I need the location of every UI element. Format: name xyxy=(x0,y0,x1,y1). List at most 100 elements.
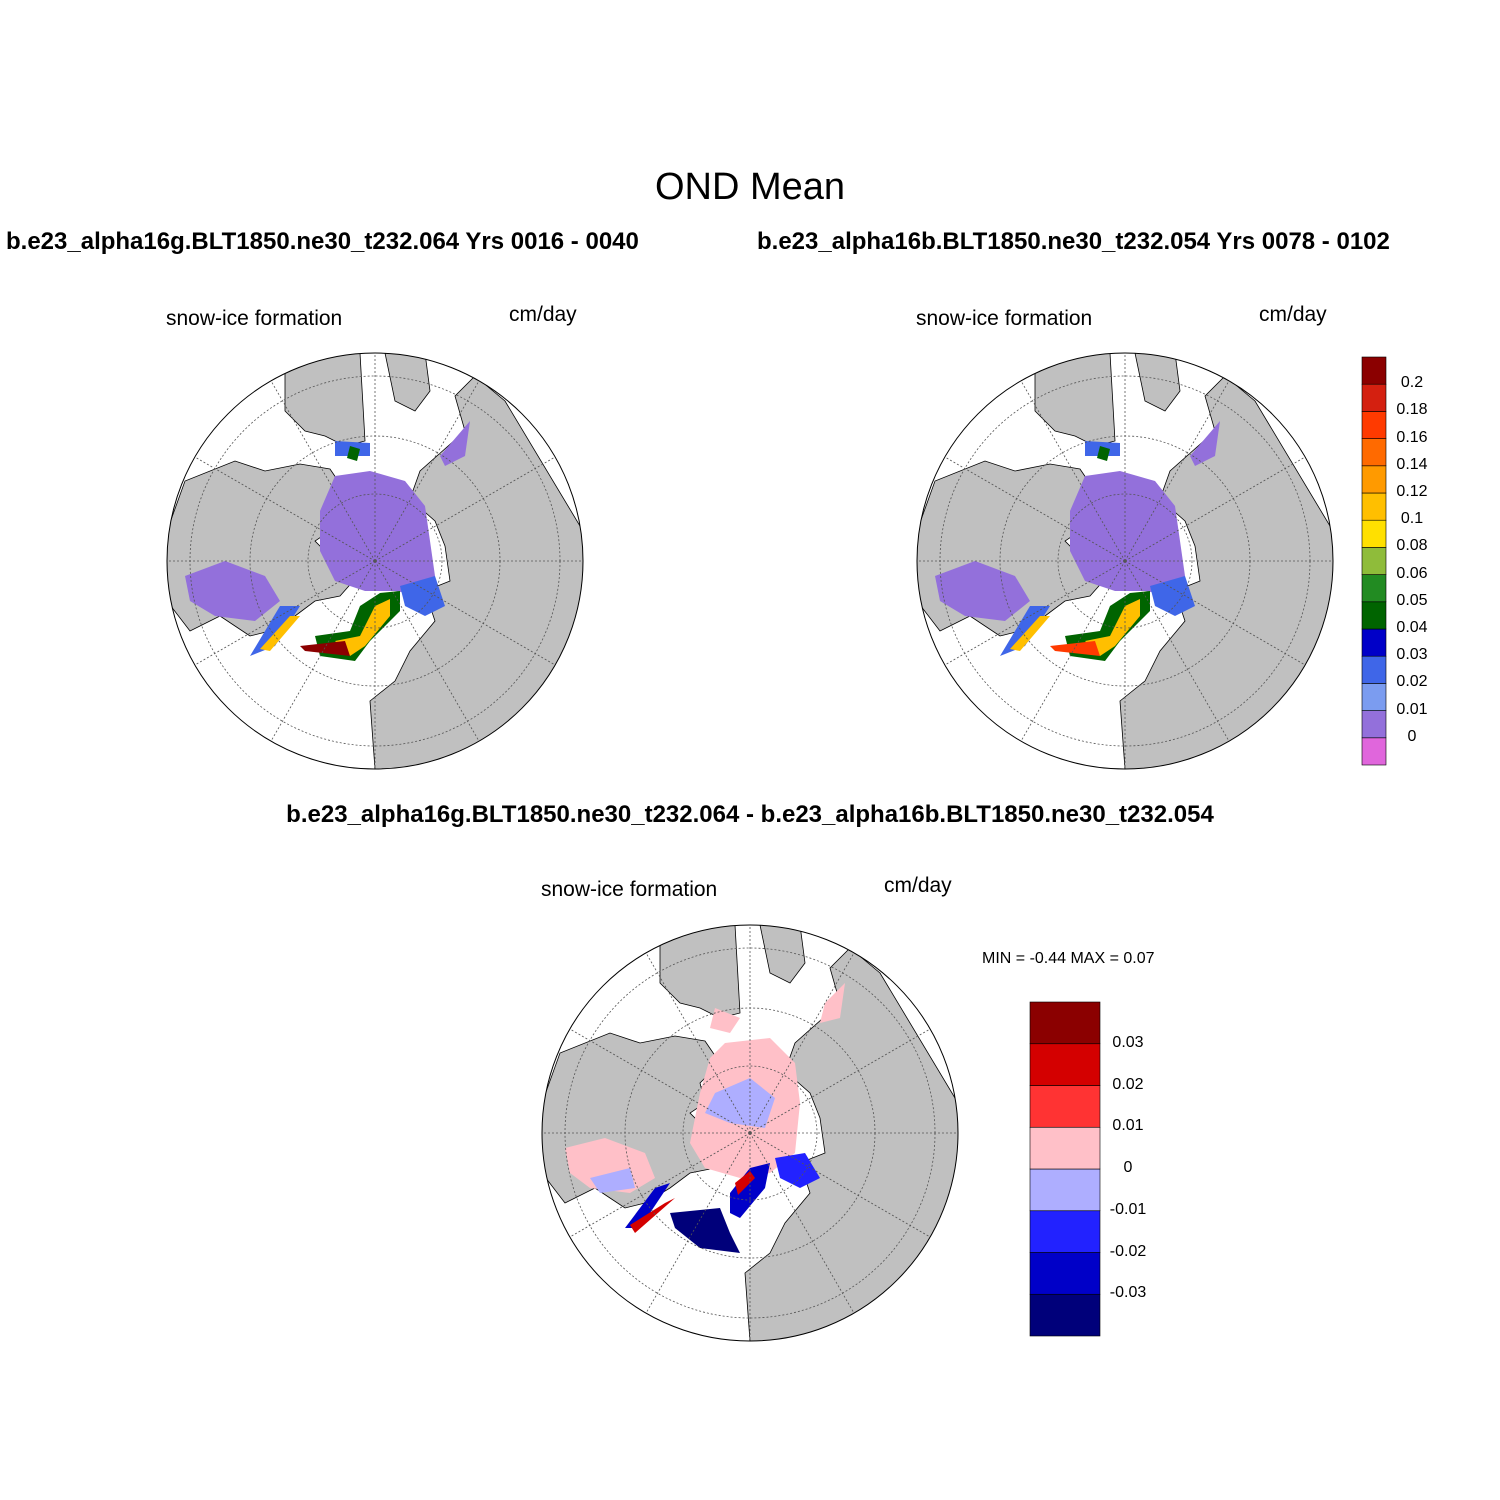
greenland-sea-yellow xyxy=(1085,599,1140,656)
difference-variable-label: snow-ice formation xyxy=(541,878,718,901)
colorbar-label: -0.01 xyxy=(1109,1200,1147,1218)
page-title: OND Mean xyxy=(654,166,846,208)
colorbar-label: 0.1 xyxy=(1400,510,1424,528)
case2-variable-label: snow-ice formation xyxy=(916,307,1093,330)
meridian-line xyxy=(1020,380,1126,562)
labrador-sea-anomaly xyxy=(625,1183,670,1228)
meridian-line xyxy=(374,560,556,666)
colorbar-label: 0.16 xyxy=(1396,428,1428,446)
chukotka-land xyxy=(1134,353,1181,412)
meridian-line xyxy=(749,952,855,1134)
colorbar-label: 0.02 xyxy=(1396,673,1428,691)
meridian-line xyxy=(270,380,376,562)
colorbar-box xyxy=(1361,710,1387,739)
difference-units-label: cm/day xyxy=(884,874,952,897)
meridian-line xyxy=(749,1132,931,1238)
meridian-line xyxy=(194,560,376,666)
labrador-positive-strip xyxy=(630,1198,675,1233)
graticule xyxy=(167,353,583,769)
colorbar-box xyxy=(1361,519,1387,548)
latitude-circle xyxy=(682,1065,818,1201)
colorbar-label: 0.02 xyxy=(1112,1075,1144,1093)
greenland-sea-max xyxy=(1050,641,1100,656)
meridian-line xyxy=(749,1028,931,1134)
barents-ice xyxy=(1150,576,1195,616)
colorbar-box xyxy=(1361,628,1387,657)
chukotka-land xyxy=(384,353,431,412)
greenland-sea-anomaly xyxy=(670,1208,740,1253)
meridian-line xyxy=(1020,560,1126,742)
case1-units-label: cm/day xyxy=(509,303,577,326)
labrador-ice xyxy=(250,606,300,656)
meridian-line xyxy=(374,380,480,562)
colorbar-box xyxy=(1029,1085,1101,1128)
case1-polar-map xyxy=(166,352,584,770)
chukotka-land xyxy=(759,925,806,984)
colorbar-box xyxy=(1029,1210,1101,1253)
case2-units-label: cm/day xyxy=(1259,303,1327,326)
labrador-yellow xyxy=(260,616,300,651)
difference-polar-map xyxy=(541,924,959,1342)
colorbar-label: 0.04 xyxy=(1396,619,1428,636)
colorbar-label: 0.03 xyxy=(1112,1033,1144,1051)
arctic-negative-anomaly xyxy=(705,1078,775,1128)
chukchi-green xyxy=(347,446,360,461)
chukchi-anomaly xyxy=(710,1008,740,1033)
okhotsk-anomaly xyxy=(820,983,845,1023)
okhotsk-ice xyxy=(440,421,470,466)
colorbar-box xyxy=(1361,438,1387,467)
map-clip-group xyxy=(917,353,1333,769)
meridian-line xyxy=(270,560,376,742)
colorbar-label: 0.14 xyxy=(1396,455,1428,473)
labrador-yellow xyxy=(1010,616,1050,651)
colorbar-label: -0.02 xyxy=(1109,1242,1147,1260)
colorbar-box xyxy=(1361,356,1387,385)
colorbar-box xyxy=(1361,411,1387,439)
meridian-line xyxy=(645,952,751,1134)
colorbar-label: 0.06 xyxy=(1396,564,1428,582)
map-clip-group xyxy=(167,353,583,769)
meridian-line xyxy=(569,1132,751,1238)
meridian-line xyxy=(194,456,376,562)
colorbar-box xyxy=(1361,737,1387,766)
meridian-line xyxy=(1124,456,1306,562)
colorbar-label: 0.05 xyxy=(1396,591,1428,609)
difference-title: b.e23_alpha16g.BLT1850.ne30_t232.064 - b… xyxy=(286,801,1214,828)
colorbar-label: 0.01 xyxy=(1112,1117,1144,1135)
graticule xyxy=(542,925,958,1341)
okhotsk-ice xyxy=(1190,421,1220,466)
meridian-line xyxy=(944,560,1126,666)
meridian-line xyxy=(1124,560,1230,742)
meridian-line xyxy=(749,1132,855,1314)
meridian-line xyxy=(374,456,556,562)
colorbar-label: -0.03 xyxy=(1109,1284,1147,1302)
central-arctic-ice xyxy=(320,471,435,596)
case2-polar-map xyxy=(916,352,1334,770)
difference-min-max: MIN = -0.44 MAX = 0.07 xyxy=(982,950,1155,967)
case1-variable-label: snow-ice formation xyxy=(166,307,343,330)
colorbar-box xyxy=(1029,1252,1101,1295)
colorbar-box xyxy=(1361,574,1387,603)
colorbar-label: 0.01 xyxy=(1396,700,1428,718)
barents-anomaly xyxy=(775,1153,820,1188)
map-border xyxy=(916,352,1334,770)
central-arctic-ice xyxy=(1070,471,1185,596)
barents-ice xyxy=(400,576,445,616)
chukchi-green xyxy=(1097,446,1110,461)
colorbar-box xyxy=(1029,1168,1101,1212)
colorbar-box xyxy=(1361,683,1387,711)
latitude-circle xyxy=(1057,493,1193,629)
labrador-ice xyxy=(1000,606,1050,656)
map-border xyxy=(166,352,584,770)
hudson-bay-ice xyxy=(935,561,1030,621)
meridian-line xyxy=(374,560,480,742)
colorbar-label: 0 xyxy=(1123,1159,1133,1176)
colorbar-label: 0.18 xyxy=(1396,401,1428,419)
graticule xyxy=(917,353,1333,769)
colorbar-box xyxy=(1361,547,1387,575)
colorbar-label: 0.08 xyxy=(1396,537,1428,555)
colorbar-box xyxy=(1361,465,1387,494)
colorbar-box xyxy=(1029,1293,1101,1337)
colorbar-box xyxy=(1361,655,1387,684)
hudson-bay-ice xyxy=(185,561,280,621)
